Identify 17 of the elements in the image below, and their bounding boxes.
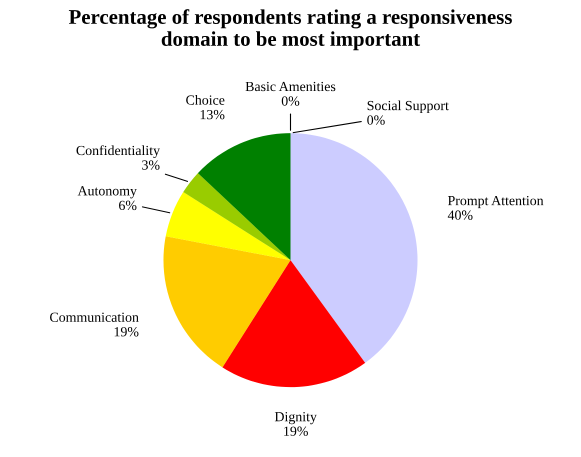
slice-label: Choice: [186, 94, 224, 105]
data-label: 40%: [448, 210, 473, 220]
text: 0%: [282, 96, 300, 106]
data-label: 13%: [200, 110, 224, 120]
data-label: 6%: [119, 200, 136, 210]
category-label: Basic Amenities: [246, 82, 336, 92]
slice-label: Dignity: [274, 412, 317, 424]
text: 0%: [367, 115, 385, 125]
category-label: Social Support: [368, 100, 449, 114]
data-label: 19%: [284, 426, 308, 436]
slice-label: Prompt Attention: [448, 196, 544, 208]
slice-label: Confidentiality: [76, 145, 160, 158]
data-label: 19%: [114, 327, 138, 336]
slice-label: Communication: [50, 312, 139, 322]
data-label: 3%: [142, 160, 160, 170]
chart-title: Percentage of respondents rating a responsiveness domain to be most important: [68, 9, 512, 50]
slice-label: Autonomy: [78, 186, 137, 198]
